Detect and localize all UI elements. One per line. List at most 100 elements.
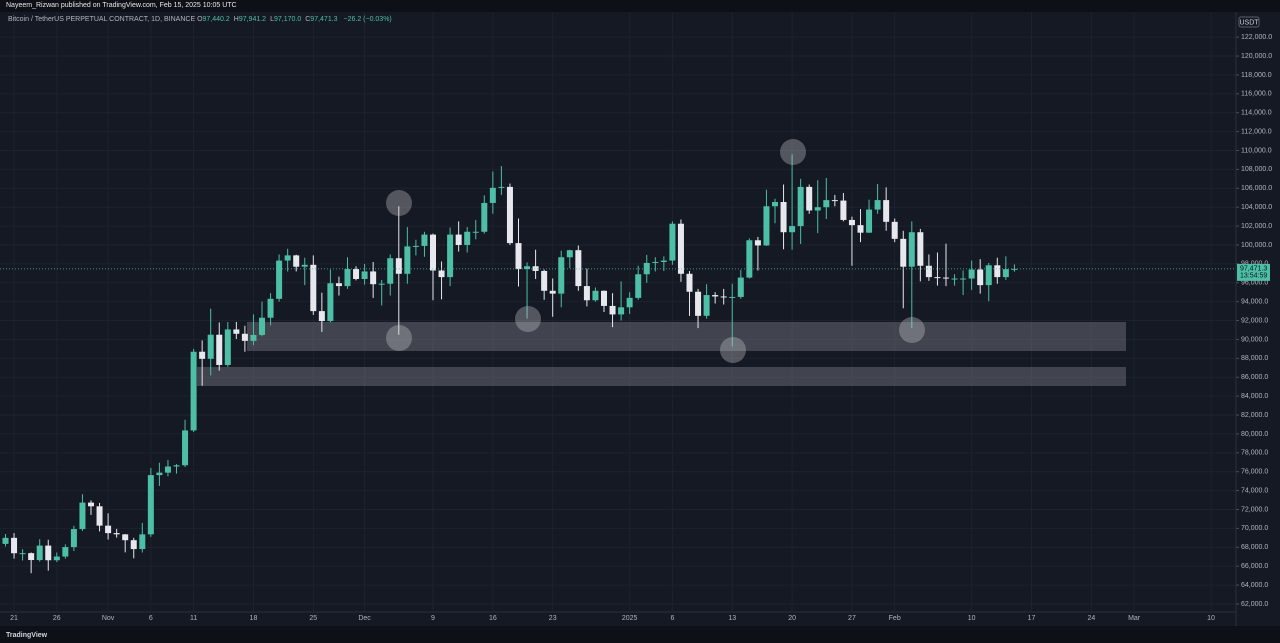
candle-body (566, 250, 573, 258)
candle-body (259, 317, 265, 335)
candle-body (250, 334, 257, 341)
legend-change: −26.2 (−0.03%) (343, 16, 392, 23)
y-tick-label: 92,000.0 (1241, 317, 1268, 324)
y-tick-label: 80,000.0 (1241, 431, 1268, 438)
candle-body (601, 290, 607, 306)
candle-body (712, 295, 719, 297)
candle-body (780, 201, 787, 233)
y-tick-label: 90,000.0 (1241, 336, 1268, 343)
y-tick-label: 94,000.0 (1241, 299, 1268, 306)
y-tick-label: 70,000.0 (1241, 525, 1268, 532)
y-tick-label: 108,000.0 (1241, 166, 1272, 173)
highlight-circle (386, 190, 412, 216)
highlight-circle (899, 317, 925, 343)
countdown: 13:54:59 (1240, 273, 1267, 280)
candle-body (618, 307, 625, 315)
x-tick-label: 11 (190, 615, 197, 622)
candle-body (224, 329, 231, 365)
candle-body (549, 290, 556, 294)
highlight-circle (780, 139, 806, 165)
candle-body (156, 472, 163, 476)
y-tick-label: 82,000.0 (1241, 412, 1268, 419)
candle-body (977, 269, 984, 286)
y-tick-label: 86,000.0 (1241, 374, 1268, 381)
x-tick-label: 26 (53, 615, 61, 622)
candle-body (891, 221, 898, 239)
candle-body (96, 506, 103, 526)
candle-body (994, 265, 1001, 278)
candle-body (840, 200, 847, 220)
x-tick-label: 16 (489, 615, 497, 622)
candle-body (395, 258, 402, 274)
candle-body (703, 295, 710, 316)
x-tick-label: 13 (728, 615, 736, 622)
header-bar (0, 0, 1280, 12)
y-tick-label: 64,000.0 (1241, 582, 1268, 589)
x-tick-label: 24 (1087, 615, 1095, 622)
candle-body (943, 277, 949, 279)
x-tick-label: Mar (1128, 615, 1141, 622)
candle-body (318, 311, 325, 322)
support-zone (247, 322, 1126, 351)
candle-body (515, 243, 522, 270)
y-tick-label: 88,000.0 (1241, 355, 1268, 362)
x-tick-label: 21 (10, 615, 18, 622)
candle-body (985, 265, 992, 286)
candle-body (772, 201, 778, 207)
candle-body (62, 547, 69, 557)
candle-body (917, 232, 924, 266)
candles (2, 154, 1018, 574)
y-tick-label: 122,000.0 (1241, 34, 1272, 41)
candle-body (524, 266, 531, 270)
candle-body (182, 430, 189, 466)
candle-body (583, 286, 590, 301)
y-tick-label: 116,000.0 (1241, 91, 1272, 98)
candle-body (353, 269, 360, 279)
x-tick-label: Nov (102, 615, 115, 622)
y-tick-label: 110,000.0 (1241, 147, 1272, 154)
candle-body (532, 266, 539, 271)
candle-body (481, 202, 488, 232)
x-tick-label: Feb (889, 615, 901, 622)
candle-body (344, 269, 351, 287)
candle-body (472, 231, 479, 233)
candle-body (814, 207, 821, 211)
last-price-box (1237, 263, 1270, 281)
x-tick-label: 9 (431, 615, 435, 622)
x-tick-label: 23 (549, 615, 557, 622)
candle-body (421, 234, 428, 246)
candle-body (447, 234, 454, 278)
legend-value: 97,440.2 (202, 16, 230, 23)
candle-body (968, 269, 975, 279)
candle-body (387, 258, 394, 284)
candle-body (130, 540, 137, 550)
candle-body (36, 545, 43, 561)
candle-body (660, 260, 667, 262)
x-tick-label: Dec (358, 615, 371, 622)
y-tick-label: 62,000.0 (1241, 601, 1268, 608)
legend: Bitcoin / TetherUS PERPETUAL CONTRACT, 1… (8, 16, 396, 23)
candle-body (19, 553, 26, 555)
candle-body (1011, 268, 1018, 270)
legend-items: O97,440.2 H97,941.2 L97,170.0 C97,471.3 (197, 16, 341, 23)
y-tick-label: 72,000.0 (1241, 506, 1268, 513)
candle-body (900, 238, 907, 267)
y-tick-label: 74,000.0 (1241, 487, 1268, 494)
candle-body (626, 297, 633, 308)
candle-body (45, 545, 52, 561)
candle-body (164, 466, 171, 473)
y-tick-label: 102,000.0 (1241, 223, 1272, 230)
y-tick-label: 96,000.0 (1241, 280, 1268, 287)
candle-body (28, 553, 35, 561)
header: Nayeem_Rizwan published on TradingView.c… (6, 2, 237, 9)
candle-body (848, 219, 855, 226)
candle-body (293, 255, 300, 267)
x-tick-label: 17 (1028, 615, 1036, 622)
y-tick-label: 78,000.0 (1241, 450, 1268, 457)
candle-body (643, 262, 650, 275)
candle-body (370, 271, 377, 285)
candle-body (327, 283, 334, 322)
x-tick-label: 10 (1207, 615, 1215, 622)
candle-body (669, 223, 676, 261)
candle-body (677, 223, 684, 274)
